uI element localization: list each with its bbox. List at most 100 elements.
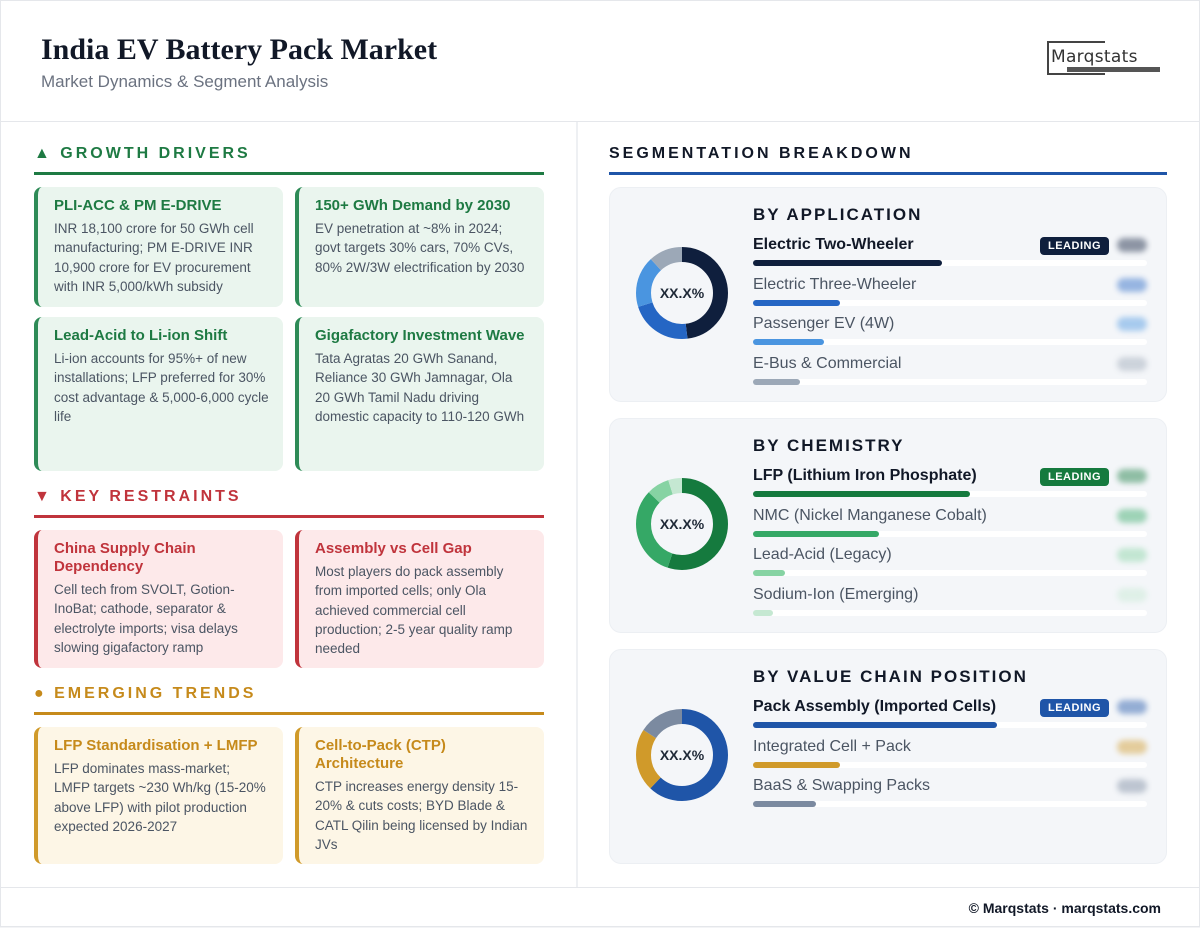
segment-row: NMC (Nickel Manganese Cobalt) (753, 507, 1147, 547)
donut-slice (636, 709, 728, 801)
card-text: Most players do pack assembly from impor… (315, 564, 513, 657)
footer: © Marqstats · marqstats.com (1, 887, 1200, 928)
segment-row: BaaS & Swapping Packs (753, 777, 1147, 817)
share-bar-fill (753, 609, 773, 616)
segment-row: Lead-Acid (Legacy) (753, 546, 1147, 586)
segment-row: Electric Three-Wheeler (753, 276, 1147, 316)
blurred-value (1117, 277, 1147, 292)
segment-row: Sodium-Ion (Emerging) (753, 586, 1147, 626)
donut-center-label: XX.X% (659, 285, 705, 301)
segment-card: BY VALUE CHAIN POSITION Pack Assembly (I… (609, 649, 1167, 864)
key-restraints-card: Assembly vs Cell Gap Most players do pack… (295, 530, 544, 668)
share-bar-track (753, 761, 1147, 768)
blurred-value (1117, 317, 1147, 331)
page-title: India EV Battery Pack Market (41, 33, 438, 66)
donut-slice (636, 247, 728, 339)
emerging-trends-heading: ● EMERGING TRENDS (34, 685, 544, 715)
card-title: Cell-to-Pack (CTP) Architecture (315, 737, 446, 772)
card-text: EV penetration at ~8% in 2024; govt targ… (315, 221, 525, 275)
segment-row: LFP (Lithium Iron Phosphate) LEADING (753, 467, 1147, 507)
segment-name: Integrated Cell + Pack (753, 737, 911, 755)
key-restraints-card: China Supply Chain Dependency Cell tech f… (34, 530, 283, 668)
share-bar-track (753, 722, 1147, 728)
growth-drivers-card: Lead-Acid to Li-ion Shift Li-ion accounts… (34, 317, 283, 471)
segment-card: BY CHEMISTRY LFP (Lithium Iron Phosphate… (609, 418, 1167, 633)
growth-drivers-card: Gigafactory Investment Wave Tata Agratas … (295, 317, 544, 471)
share-bar-fill (753, 339, 824, 345)
card-text: CTP increases energy density 15-20% & cu… (315, 779, 528, 852)
donut-chart: XX.X% (636, 709, 728, 801)
copyright: © Marqstats · marqstats.com (968, 900, 1161, 916)
segment-row: Integrated Cell + Pack (753, 738, 1147, 778)
segment-title: BY VALUE CHAIN POSITION (753, 667, 1028, 686)
share-bar-fill (753, 530, 880, 537)
share-bar-track (753, 530, 1147, 537)
card-title: Gigafactory Investment Wave (315, 327, 525, 344)
share-bar-track (753, 260, 1147, 266)
donut-slice (636, 478, 728, 570)
share-bar-track (753, 801, 1147, 807)
share-bar-fill (753, 801, 817, 807)
growth-drivers-heading: ▲ GROWTH DRIVERS (34, 145, 544, 175)
card-title: Lead-Acid to Li-ion Shift (54, 327, 228, 344)
card-text: Li-ion accounts for 95%+ of new installa… (54, 351, 269, 424)
blurred-value (1117, 238, 1147, 252)
segment-card: BY APPLICATION Electric Two-Wheeler LEAD… (609, 187, 1167, 402)
column-divider (576, 122, 578, 887)
growth-drivers-card: 150+ GWh Demand by 2030 EV penetration at… (295, 187, 544, 307)
blurred-value (1117, 356, 1147, 371)
segment-row: Electric Two-Wheeler LEADING (753, 236, 1147, 276)
segment-row: E-Bus & Commercial (753, 355, 1147, 395)
blurred-value (1117, 587, 1147, 602)
segment-name: Electric Two-Wheeler (753, 236, 914, 253)
share-bar-fill (753, 570, 785, 576)
segmentation-heading: SEGMENTATION BREAKDOWN (609, 145, 1167, 175)
share-bar-track (753, 570, 1147, 576)
card-title: 150+ GWh Demand by 2030 (315, 197, 511, 214)
share-bar-track (753, 491, 1147, 497)
emerging-trends-card: LFP Standardisation + LMFP LFP dominates … (34, 727, 283, 864)
segment-name: Sodium-Ion (Emerging) (753, 585, 919, 603)
segment-title: BY CHEMISTRY (753, 436, 905, 455)
donut-slice (636, 478, 728, 570)
segment-name: Lead-Acid (Legacy) (753, 546, 892, 563)
card-title: LFP Standardisation + LMFP (54, 737, 258, 754)
segment-name: Pack Assembly (Imported Cells) (753, 698, 997, 715)
card-text: Tata Agratas 20 GWh Sanand, Reliance 30 … (315, 351, 525, 424)
share-bar-fill (753, 260, 943, 266)
blurred-value (1117, 739, 1147, 754)
card-text: LFP dominates mass-market; LMFP targets … (54, 761, 266, 834)
segment-name: BaaS & Swapping Packs (753, 777, 930, 794)
card-text: Cell tech from SVOLT, Gotion-InoBat; cat… (54, 582, 238, 655)
blurred-value (1117, 700, 1147, 714)
leading-badge: LEADING (1040, 237, 1109, 255)
donut-slice (636, 247, 728, 339)
card-title: Assembly vs Cell Gap (315, 540, 472, 557)
donut-slice (636, 709, 728, 801)
segment-name: Electric Three-Wheeler (753, 275, 917, 293)
segment-name: Passenger EV (4W) (753, 315, 895, 332)
share-bar-track (753, 609, 1147, 616)
blurred-value (1117, 548, 1147, 562)
blurred-value (1117, 469, 1147, 483)
share-bar-fill (753, 491, 970, 497)
marqstats-logo: Marqstats (1047, 41, 1162, 75)
leading-badge: LEADING (1040, 468, 1109, 486)
segment-name: E-Bus & Commercial (753, 354, 902, 372)
share-bar-fill (753, 761, 840, 768)
header: India EV Battery Pack Market Market Dyna… (1, 1, 1200, 122)
segment-row: Pack Assembly (Imported Cells) LEADING (753, 698, 1147, 738)
donut-center-label: XX.X% (659, 516, 705, 532)
segment-name: NMC (Nickel Manganese Cobalt) (753, 506, 987, 524)
card-text: INR 18,100 crore for 50 GWh cell manufac… (54, 221, 254, 294)
share-bar-track (753, 299, 1147, 306)
segment-name: LFP (Lithium Iron Phosphate) (753, 467, 977, 484)
segment-row: Passenger EV (4W) (753, 315, 1147, 355)
blurred-value (1117, 508, 1147, 523)
emerging-trends-card: Cell-to-Pack (CTP) Architecture CTP incre… (295, 727, 544, 864)
donut-chart: XX.X% (636, 478, 728, 570)
share-bar-fill (753, 378, 801, 385)
share-bar-fill (753, 299, 840, 306)
share-bar-track (753, 378, 1147, 385)
